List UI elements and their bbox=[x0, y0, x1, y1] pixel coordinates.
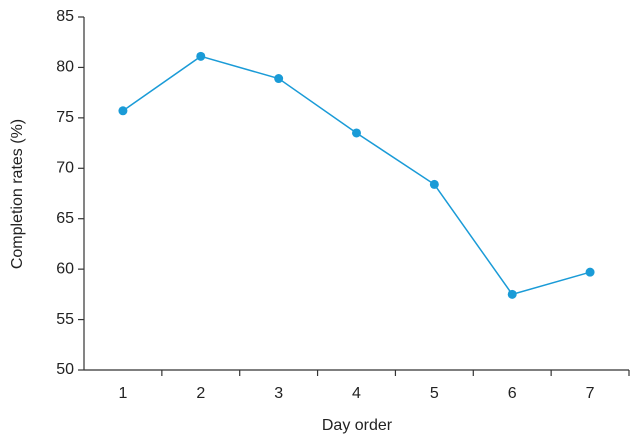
point bbox=[118, 106, 128, 116]
y-tick-label: 60 bbox=[56, 260, 74, 277]
x-tick-label: 1 bbox=[118, 385, 127, 402]
x-tick-label: 6 bbox=[508, 385, 517, 402]
y-axis-label: Completion rates (%) bbox=[9, 119, 26, 269]
y-tick-label: 85 bbox=[56, 8, 74, 25]
x-axis-label: Day order bbox=[322, 417, 393, 434]
y-tick-label: 65 bbox=[56, 210, 74, 227]
point bbox=[429, 179, 439, 189]
line bbox=[122, 55, 591, 296]
y-tick-label: 75 bbox=[56, 109, 74, 126]
point bbox=[196, 51, 206, 61]
x-tick-label: 5 bbox=[430, 385, 439, 402]
y-tick-label: 50 bbox=[56, 361, 74, 378]
point bbox=[585, 267, 595, 277]
point bbox=[352, 128, 361, 138]
point bbox=[274, 74, 284, 84]
point bbox=[507, 289, 517, 299]
x-tick-label: 3 bbox=[274, 385, 283, 402]
x-tick-label: 2 bbox=[196, 385, 205, 402]
y-tick-label: 70 bbox=[56, 160, 74, 177]
y-tick-label: 80 bbox=[56, 59, 74, 76]
y-tick-label: 55 bbox=[56, 311, 74, 328]
x-tick-label: 7 bbox=[586, 385, 595, 402]
x-tick-label: 4 bbox=[352, 385, 361, 402]
